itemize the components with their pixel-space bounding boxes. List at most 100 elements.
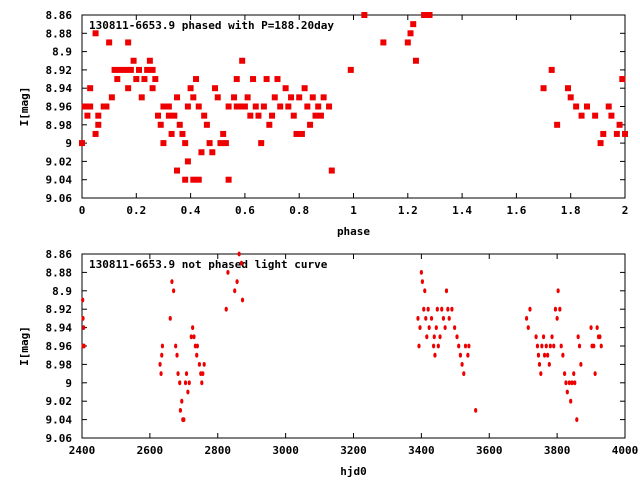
unphased-data-point bbox=[577, 343, 582, 349]
phased-x-tick-label: 0.8 bbox=[289, 204, 309, 217]
unphased-data-point bbox=[462, 371, 466, 376]
unphased-data-point bbox=[576, 334, 580, 340]
phased-data-point bbox=[252, 103, 259, 110]
phased-y-tick-label: 8.86 bbox=[46, 9, 73, 22]
phased-light-curve-panel: 0 0.2 0.4 0.6 0.8 1 1.2 1.4 1.6 1.8 2 8.86 8.88 8.9 8.… bbox=[18, 9, 628, 238]
phased-data-point bbox=[111, 66, 118, 73]
phased-data-point bbox=[548, 66, 555, 73]
phased-data-point bbox=[84, 112, 91, 119]
phased-x-tick-label: 1 bbox=[350, 204, 357, 217]
unphased-data-point bbox=[183, 380, 188, 386]
phased-data-point bbox=[165, 103, 172, 110]
phased-data-point bbox=[201, 112, 208, 119]
phased-data-point bbox=[277, 103, 284, 110]
unphased-data-point bbox=[547, 362, 551, 367]
phased-data-point bbox=[81, 103, 88, 110]
unphased-y-tick-label: 9.02 bbox=[46, 395, 73, 408]
phased-x-tick-label: 0.2 bbox=[126, 204, 146, 217]
unphased-data-point bbox=[186, 389, 190, 395]
phased-data-point bbox=[87, 103, 94, 110]
unphased-data-point bbox=[443, 325, 447, 330]
unphased-y-tick-label: 8.9 bbox=[52, 285, 72, 298]
phased-data-point bbox=[564, 85, 571, 92]
phased-data-point bbox=[212, 85, 219, 92]
unphased-data-point bbox=[178, 408, 183, 413]
unphased-data-point bbox=[191, 325, 195, 330]
unphased-y-tick-label: 9.04 bbox=[46, 414, 73, 427]
unphased-data-point bbox=[170, 279, 174, 284]
phased-data-point bbox=[263, 76, 270, 83]
phased-data-point bbox=[174, 167, 181, 174]
phased-data-point bbox=[307, 121, 314, 128]
phased-data-point bbox=[271, 94, 278, 101]
unphased-x-tick-label: 3800 bbox=[544, 444, 571, 457]
phased-data-point bbox=[182, 140, 189, 147]
phased-data-point bbox=[220, 130, 227, 137]
phased-y-tick-label: 8.9 bbox=[52, 46, 72, 59]
phased-data-point bbox=[184, 158, 191, 165]
phased-data-point bbox=[195, 103, 202, 110]
unphased-data-point bbox=[436, 343, 440, 349]
phased-y-tick-label: 8.94 bbox=[46, 82, 73, 95]
unphased-data-point bbox=[440, 306, 444, 312]
phased-x-tick-label: 0 bbox=[79, 204, 86, 217]
unphased-data-point bbox=[555, 316, 559, 321]
phased-data-point bbox=[184, 103, 191, 110]
phased-data-point bbox=[274, 76, 281, 83]
phased-data-point bbox=[138, 94, 145, 101]
phased-data-point bbox=[233, 76, 240, 83]
unphased-data-point bbox=[418, 325, 422, 330]
unphased-y-tick-label: 8.92 bbox=[46, 303, 73, 316]
unphased-x-tick-label: 2800 bbox=[205, 444, 232, 457]
unphased-data-point bbox=[570, 380, 574, 386]
phased-data-point bbox=[328, 167, 335, 174]
phased-data-point bbox=[407, 30, 414, 37]
phased-data-point bbox=[160, 103, 167, 110]
phased-y-tick-label: 9 bbox=[65, 137, 72, 150]
phased-data-point bbox=[206, 140, 213, 147]
unphased-x-tick-label: 3200 bbox=[340, 444, 367, 457]
phased-y-tick-label: 8.98 bbox=[46, 119, 73, 132]
phased-y-tick-label: 9.02 bbox=[46, 155, 73, 168]
unphased-data-point bbox=[467, 343, 471, 349]
unphased-data-point bbox=[553, 306, 558, 312]
unphased-x-tick-label: 4000 bbox=[612, 444, 639, 457]
phased-data-point bbox=[361, 12, 368, 18]
phased-y-tick-label: 8.92 bbox=[46, 64, 73, 77]
unphased-data-point bbox=[579, 362, 583, 367]
unphased-data-point bbox=[419, 270, 423, 275]
unphased-data-point bbox=[593, 371, 597, 376]
phased-data-point bbox=[203, 121, 210, 128]
unphased-data-point bbox=[434, 325, 438, 330]
unphased-data-point bbox=[195, 352, 199, 358]
phased-data-point bbox=[266, 121, 273, 128]
unphased-data-point bbox=[81, 316, 85, 321]
phased-data-point bbox=[258, 140, 265, 147]
phased-data-point bbox=[605, 103, 612, 110]
phased-data-point bbox=[174, 94, 181, 101]
unphased-data-point bbox=[416, 316, 420, 321]
phased-data-point bbox=[209, 149, 216, 156]
phased-data-point bbox=[149, 66, 156, 73]
unphased-data-point bbox=[535, 343, 540, 349]
unphased-data-point bbox=[474, 408, 478, 413]
unphased-data-point bbox=[599, 343, 603, 349]
phased-data-point bbox=[125, 39, 132, 46]
phased-data-point bbox=[269, 112, 276, 119]
phased-data-point bbox=[179, 130, 186, 137]
phased-data-point bbox=[95, 121, 102, 128]
unphased-data-point bbox=[172, 288, 176, 294]
unphased-data-point bbox=[460, 362, 464, 367]
unphased-data-point bbox=[567, 380, 571, 386]
unphased-data-point bbox=[450, 306, 454, 312]
unphased-data-point bbox=[447, 316, 451, 321]
unphased-data-point bbox=[457, 343, 461, 349]
phased-data-point bbox=[622, 130, 628, 137]
unphased-data-point bbox=[182, 417, 186, 422]
unphased-data-point bbox=[82, 343, 86, 349]
unphased-data-point bbox=[200, 380, 204, 386]
unphased-y-tick-label: 8.88 bbox=[46, 266, 73, 279]
unphased-data-point bbox=[542, 352, 547, 358]
unphased-data-point bbox=[197, 362, 202, 367]
